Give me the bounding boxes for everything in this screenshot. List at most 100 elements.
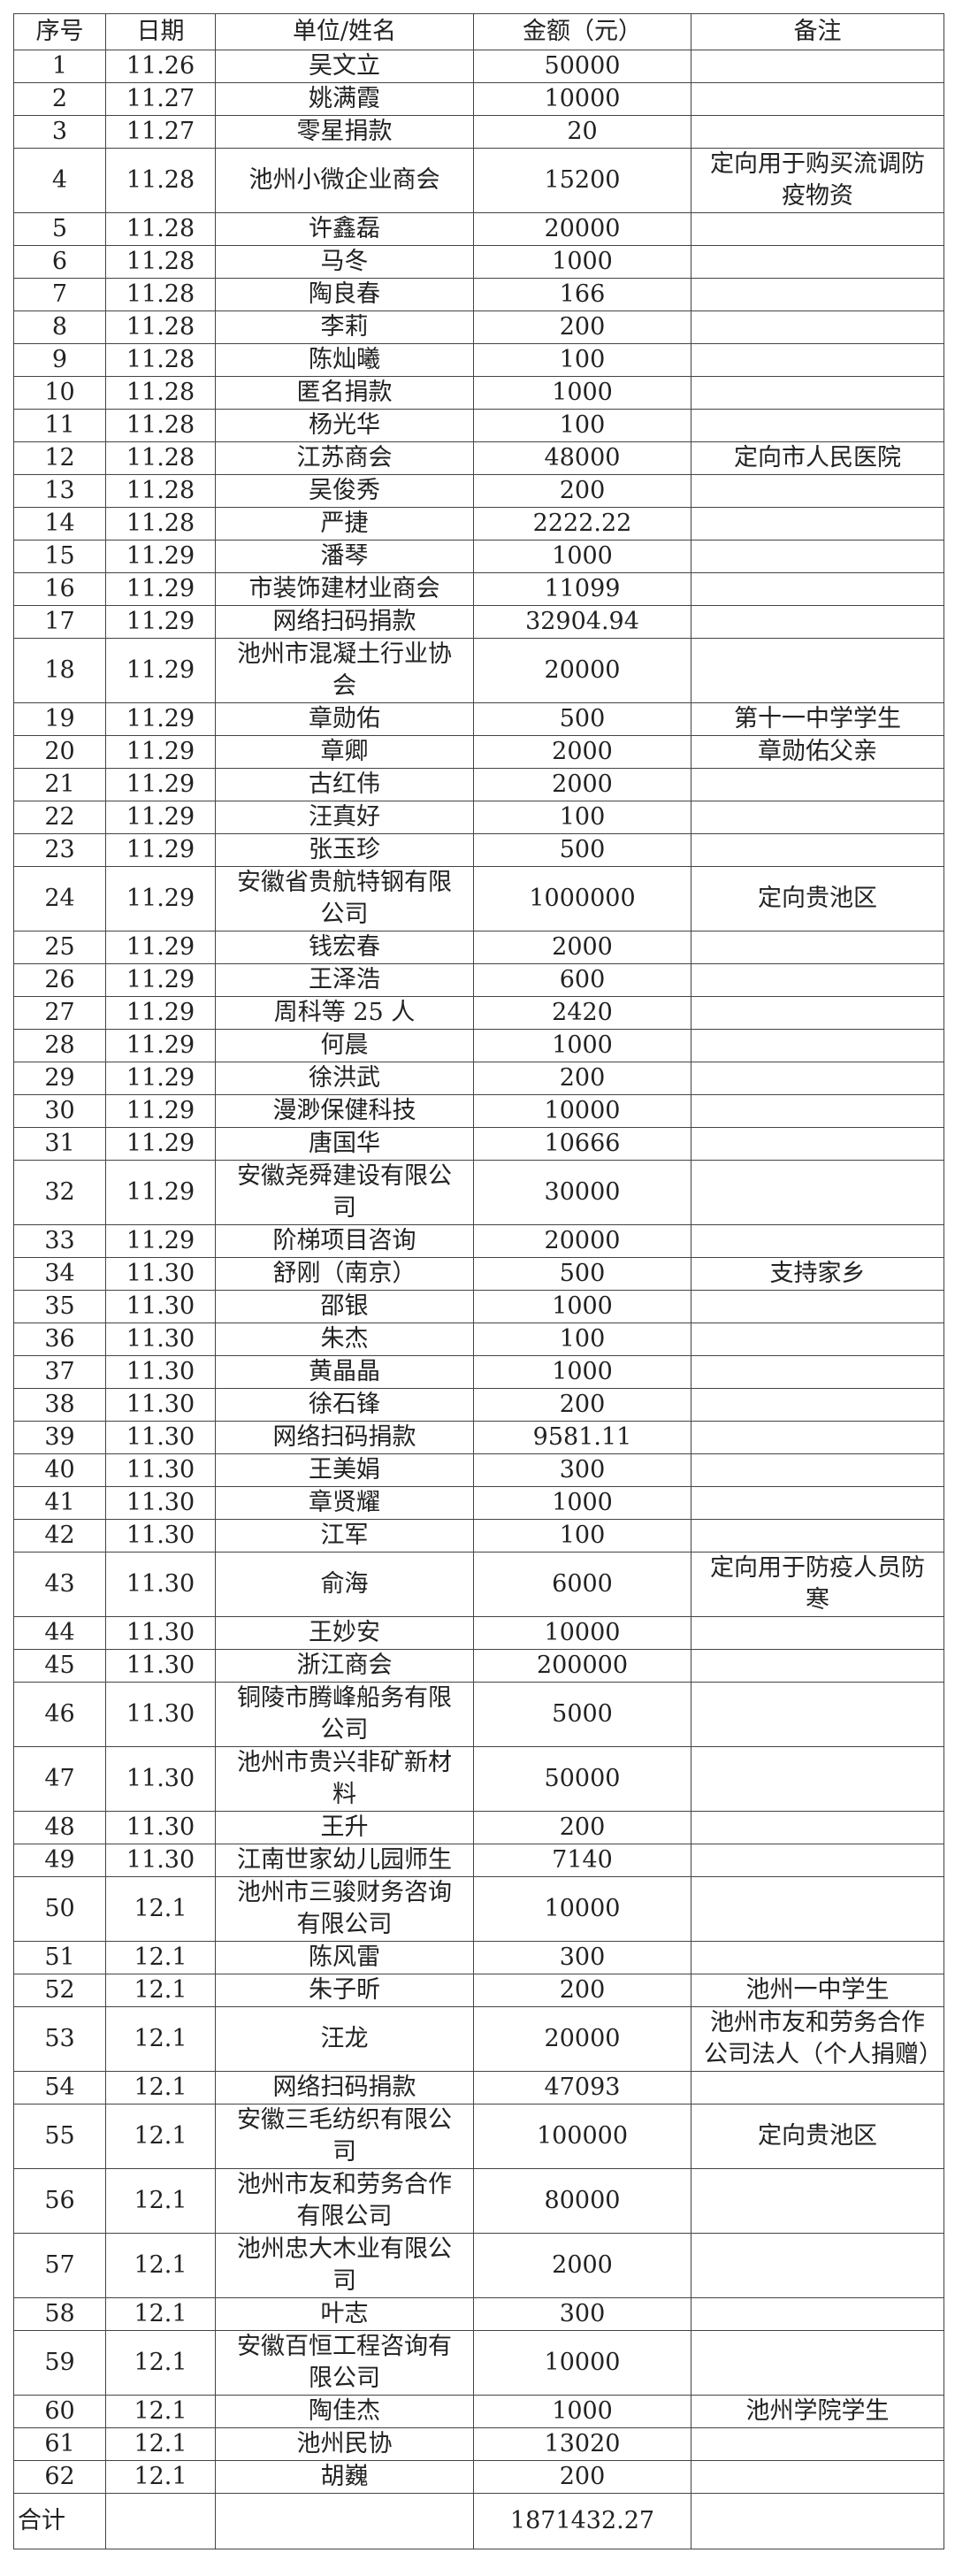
cell-amount: 1000 — [473, 2395, 691, 2428]
cell-donor: 王泽浩 — [215, 963, 474, 997]
total-label: 合计 — [13, 2493, 106, 2549]
cell-amount: 100 — [473, 801, 691, 834]
cell-index: 11 — [13, 409, 106, 442]
cell-amount: 200 — [473, 1811, 691, 1844]
cell-note — [691, 1290, 944, 1323]
cell-amount: 11099 — [473, 572, 691, 606]
cell-amount: 47093 — [473, 2071, 691, 2104]
cell-date: 11.30 — [105, 1453, 216, 1487]
donation-table: 序号 日期 单位/姓名 金额（元） 备注 1 11.26 吴文立 50000 2 11.2… — [13, 13, 944, 2549]
table-row: 59 12.1 安徽百恒工程咨询有限公司 10000 — [13, 2330, 944, 2396]
cell-amount: 15200 — [473, 148, 691, 213]
cell-index: 55 — [13, 2104, 106, 2169]
cell-amount: 100000 — [473, 2104, 691, 2169]
table-row: 62 12.1 胡巍 200 — [13, 2460, 944, 2494]
header-amount: 金额（元） — [473, 13, 691, 50]
cell-amount: 166 — [473, 278, 691, 311]
table-row: 58 12.1 叶志 300 — [13, 2297, 944, 2331]
cell-note — [691, 409, 944, 442]
table-row: 43 11.30 俞海 6000 定向用于防疫人员防寒 — [13, 1552, 944, 1617]
cell-date: 12.1 — [105, 2233, 216, 2298]
table-row: 49 11.30 江南世家幼儿园师生 7140 — [13, 1844, 944, 1877]
cell-date: 12.1 — [105, 2330, 216, 2396]
cell-index: 52 — [13, 1974, 106, 2007]
cell-donor: 章卿 — [215, 735, 474, 769]
cell-note — [691, 1876, 944, 1942]
cell-date: 11.29 — [105, 768, 216, 801]
cell-date: 11.28 — [105, 376, 216, 410]
cell-donor: 江苏商会 — [215, 441, 474, 475]
cell-date: 11.29 — [105, 866, 216, 932]
cell-date: 11.30 — [105, 1388, 216, 1422]
cell-index: 18 — [13, 638, 106, 703]
cell-note — [691, 1127, 944, 1161]
cell-donor: 安徽尧舜建设有限公司 — [215, 1160, 474, 1225]
cell-donor: 严捷 — [215, 507, 474, 540]
cell-note — [691, 2168, 944, 2234]
cell-donor: 吴文立 — [215, 50, 474, 83]
cell-donor: 舒刚（南京） — [215, 1257, 474, 1291]
cell-date: 11.30 — [105, 1649, 216, 1683]
cell-index: 41 — [13, 1486, 106, 1520]
table-row: 44 11.30 王妙安 10000 — [13, 1616, 944, 1650]
cell-donor: 叶志 — [215, 2297, 474, 2331]
table-row: 16 11.29 市装饰建材业商会 11099 — [13, 572, 944, 606]
cell-amount: 5000 — [473, 1682, 691, 1747]
cell-amount: 50000 — [473, 50, 691, 83]
cell-index: 26 — [13, 963, 106, 997]
cell-date: 11.30 — [105, 1421, 216, 1454]
table-row: 34 11.30 舒刚（南京） 500 支持家乡 — [13, 1257, 944, 1291]
cell-amount: 20000 — [473, 638, 691, 703]
cell-index: 7 — [13, 278, 106, 311]
cell-date: 11.30 — [105, 1552, 216, 1617]
cell-index: 56 — [13, 2168, 106, 2234]
cell-date: 11.30 — [105, 1257, 216, 1291]
cell-donor: 王升 — [215, 1811, 474, 1844]
cell-amount: 48000 — [473, 441, 691, 475]
cell-donor: 安徽三毛纺织有限公司 — [215, 2104, 474, 2169]
cell-date: 12.1 — [105, 1941, 216, 1974]
table-row: 38 11.30 徐石锋 200 — [13, 1388, 944, 1422]
cell-index: 25 — [13, 931, 106, 964]
cell-note — [691, 212, 944, 246]
cell-donor: 安徽省贵航特钢有限公司 — [215, 866, 474, 932]
cell-amount: 1000 — [473, 1486, 691, 1520]
table-row: 26 11.29 王泽浩 600 — [13, 963, 944, 997]
cell-donor: 古红伟 — [215, 768, 474, 801]
cell-note: 池州市友和劳务合作公司法人（个人捐赠） — [691, 2006, 944, 2072]
cell-amount: 2000 — [473, 735, 691, 769]
cell-note — [691, 2427, 944, 2461]
cell-amount: 1000 — [473, 1029, 691, 1062]
cell-amount: 1000 — [473, 540, 691, 573]
cell-note — [691, 2330, 944, 2396]
cell-donor: 池州忠大木业有限公司 — [215, 2233, 474, 2298]
cell-note — [691, 572, 944, 606]
header-note: 备注 — [691, 13, 944, 50]
cell-amount: 200 — [473, 1974, 691, 2007]
cell-index: 8 — [13, 310, 106, 344]
cell-note — [691, 474, 944, 508]
cell-index: 42 — [13, 1519, 106, 1552]
cell-amount: 6000 — [473, 1552, 691, 1617]
cell-amount: 1000000 — [473, 866, 691, 932]
cell-index: 37 — [13, 1355, 106, 1389]
cell-amount: 2000 — [473, 931, 691, 964]
cell-donor: 池州小微企业商会 — [215, 148, 474, 213]
cell-note — [691, 507, 944, 540]
cell-note — [691, 376, 944, 410]
cell-note — [691, 115, 944, 149]
cell-note — [691, 1746, 944, 1812]
cell-donor: 吴俊秀 — [215, 474, 474, 508]
table-row: 48 11.30 王升 200 — [13, 1811, 944, 1844]
cell-index: 10 — [13, 376, 106, 410]
cell-amount: 200000 — [473, 1649, 691, 1683]
cell-index: 1 — [13, 50, 106, 83]
table-row: 2 11.27 姚满霞 10000 — [13, 82, 944, 116]
cell-index: 47 — [13, 1746, 106, 1812]
table-row: 37 11.30 黄晶晶 1000 — [13, 1355, 944, 1389]
cell-index: 28 — [13, 1029, 106, 1062]
cell-date: 11.29 — [105, 1029, 216, 1062]
table-row: 6 11.28 马冬 1000 — [13, 245, 944, 279]
total-empty-date — [105, 2493, 216, 2549]
cell-date: 11.28 — [105, 278, 216, 311]
